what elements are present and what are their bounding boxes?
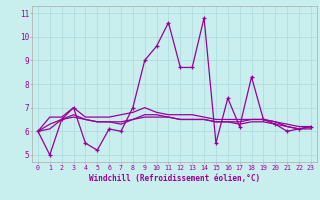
X-axis label: Windchill (Refroidissement éolien,°C): Windchill (Refroidissement éolien,°C)	[89, 174, 260, 183]
